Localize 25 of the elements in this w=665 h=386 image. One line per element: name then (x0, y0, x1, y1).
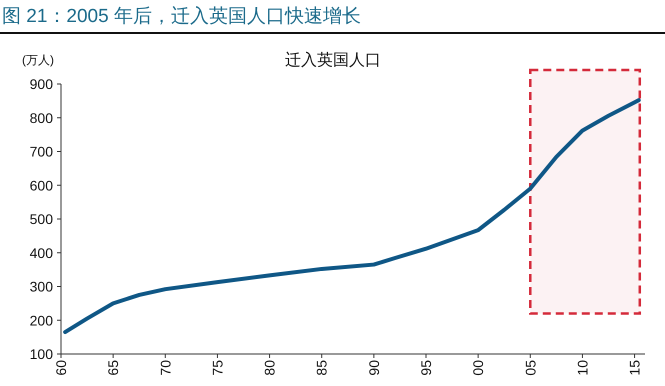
x-tick-label: 75 (209, 360, 226, 376)
x-tick-label: 90 (366, 360, 382, 376)
y-tick-label: 400 (30, 244, 54, 261)
y-tick-label: 900 (30, 76, 54, 92)
x-tick-label: 70 (157, 360, 174, 376)
x-tick-label: 10 (574, 360, 590, 376)
x-tick-label: 85 (314, 360, 330, 376)
y-tick-label: 700 (30, 144, 54, 160)
chart-title: 图 21：2005 年后，迁入英国人口快速增长 (2, 5, 361, 27)
x-tick-label: 60 (53, 360, 69, 376)
y-tick-label: 200 (30, 312, 54, 328)
x-tick-label: 65 (105, 360, 122, 376)
x-tick-label: 95 (418, 360, 434, 376)
chart-subtitle: 迁入英国人口 (285, 51, 381, 69)
y-axis-title: (万人) (22, 53, 54, 67)
x-tick-label: 00 (470, 360, 486, 376)
x-tick-label: 15 (626, 360, 643, 376)
line-series (63, 98, 641, 334)
y-tick-label: 500 (30, 211, 54, 227)
x-tick-label: 05 (522, 360, 538, 376)
y-tick-label: 800 (30, 110, 54, 126)
y-tick-label: 100 (30, 346, 54, 362)
y-tick-label: 600 (30, 177, 54, 194)
y-tick-label: 300 (30, 278, 54, 294)
x-tick-label: 80 (262, 360, 278, 376)
